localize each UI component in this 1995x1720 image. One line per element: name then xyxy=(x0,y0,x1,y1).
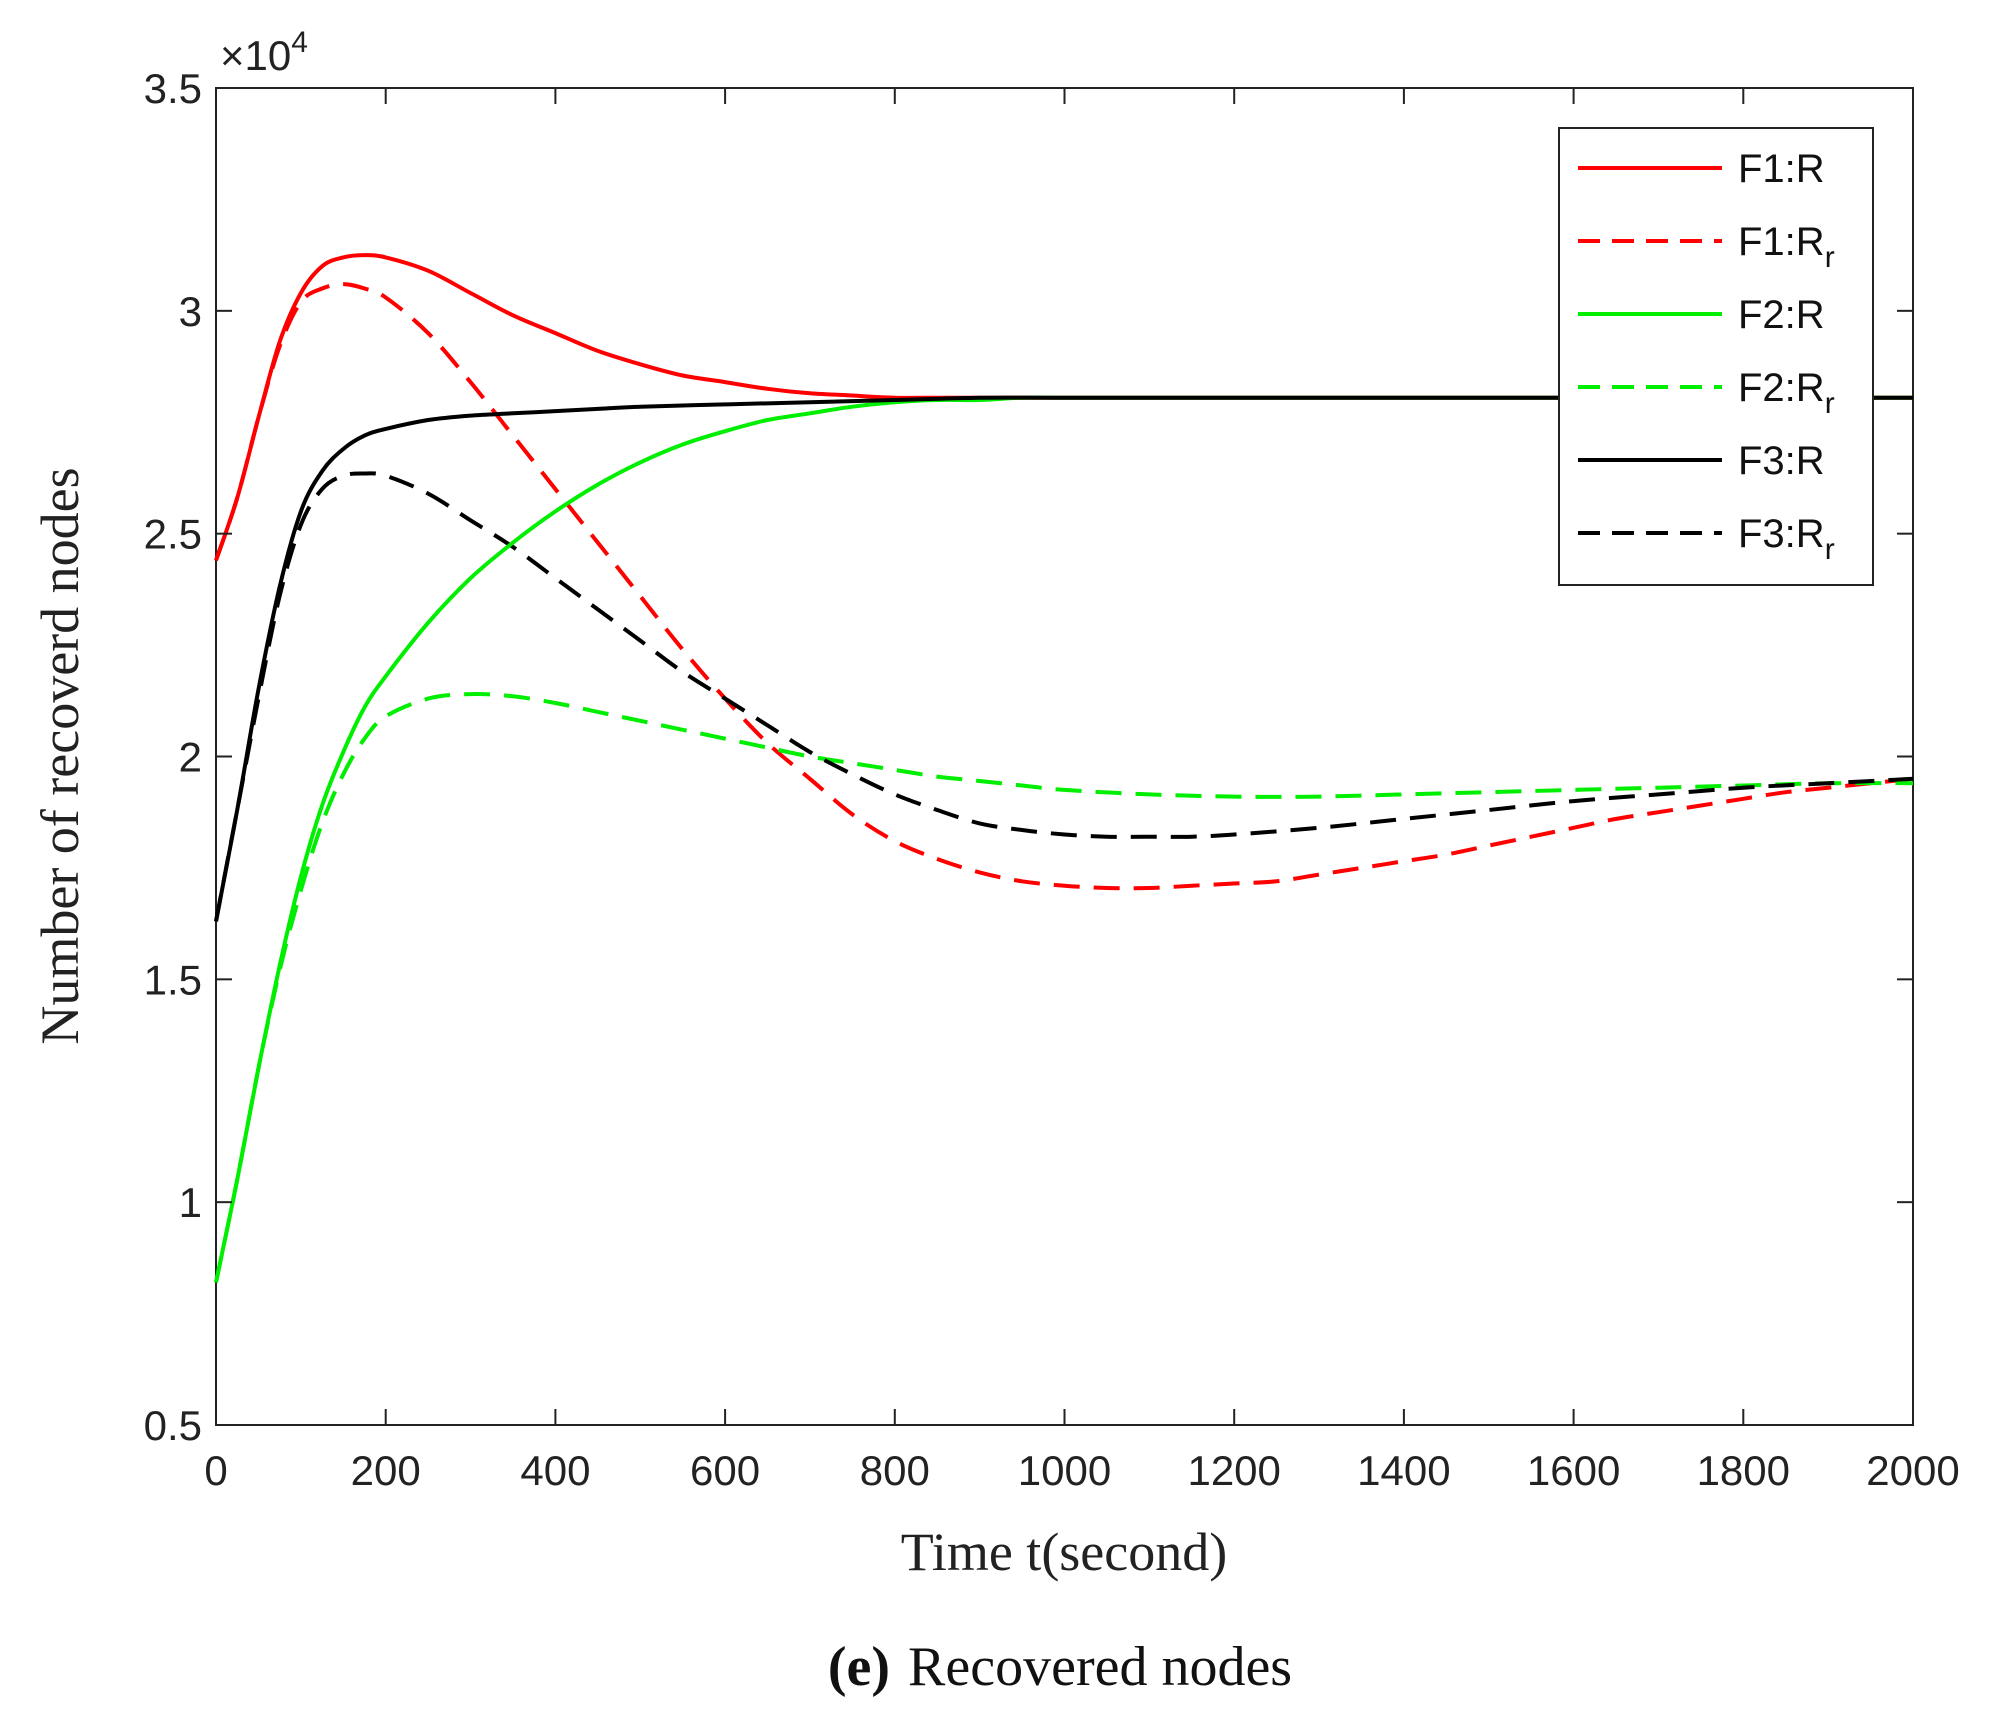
y-tick-label: 2 xyxy=(179,734,202,781)
x-tick-label: 1400 xyxy=(1357,1447,1450,1494)
series-layer xyxy=(214,253,1914,1283)
series-line-f2-rr xyxy=(214,692,1914,1283)
y-tick-label: 3.5 xyxy=(144,65,202,112)
y-tick-label: 1 xyxy=(179,1179,202,1226)
y-axis-title: Number of recoverd nodes xyxy=(30,467,90,1044)
x-tick-label: 1000 xyxy=(1018,1447,1111,1494)
series-line-f3-rr xyxy=(214,471,1914,922)
x-tick-label: 1600 xyxy=(1527,1447,1620,1494)
legend-label: F3:R xyxy=(1738,439,1825,483)
x-tick-label: 2000 xyxy=(1866,1447,1959,1494)
legend-label: F3:Rr xyxy=(1738,512,1835,566)
legend-box xyxy=(1558,127,1874,586)
y-tick-label: 3 xyxy=(179,288,202,335)
y-tick-label: 0.5 xyxy=(144,1402,202,1449)
figure-caption: (e) Recovered nodes xyxy=(828,1636,1292,1698)
ticks-layer: 0 200 400 600 800 1000 1200 1400 1600 1800 2000 0.5… xyxy=(144,65,1960,1494)
legend-items: F1:R F1:Rr F2:R F2:Rr F3:R F3:Rr xyxy=(1578,147,1835,566)
legend-label: F1:R xyxy=(1738,147,1825,191)
series-line-f1-rr xyxy=(214,282,1914,891)
y-tick-label: 1.5 xyxy=(144,956,202,1003)
x-tick-label: 0 xyxy=(204,1447,227,1494)
x-tick-label: 1200 xyxy=(1187,1447,1280,1494)
x-tick-label: 600 xyxy=(690,1447,760,1494)
y-multiplier-exponent: 4 xyxy=(291,26,308,59)
legend-label: F2:R xyxy=(1738,293,1825,337)
series-line-f3-r xyxy=(214,395,1913,922)
y-multiplier-label: ×104 xyxy=(220,26,308,79)
x-tick-label: 200 xyxy=(351,1447,421,1494)
caption-text: Recovered nodes xyxy=(908,1636,1292,1698)
legend: F1:R F1:Rr F2:R F2:Rr F3:R F3:Rr xyxy=(1558,127,1874,586)
legend-label: F2:Rr xyxy=(1738,366,1835,420)
x-tick-label: 1800 xyxy=(1697,1447,1790,1494)
y-tick-label: 2.5 xyxy=(144,511,202,558)
x-axis-title: Time t(second) xyxy=(901,1522,1227,1582)
legend-label: F1:Rr xyxy=(1738,220,1835,274)
x-tick-label: 400 xyxy=(520,1447,590,1494)
x-tick-label: 800 xyxy=(860,1447,930,1494)
caption-prefix: (e) xyxy=(828,1636,890,1698)
